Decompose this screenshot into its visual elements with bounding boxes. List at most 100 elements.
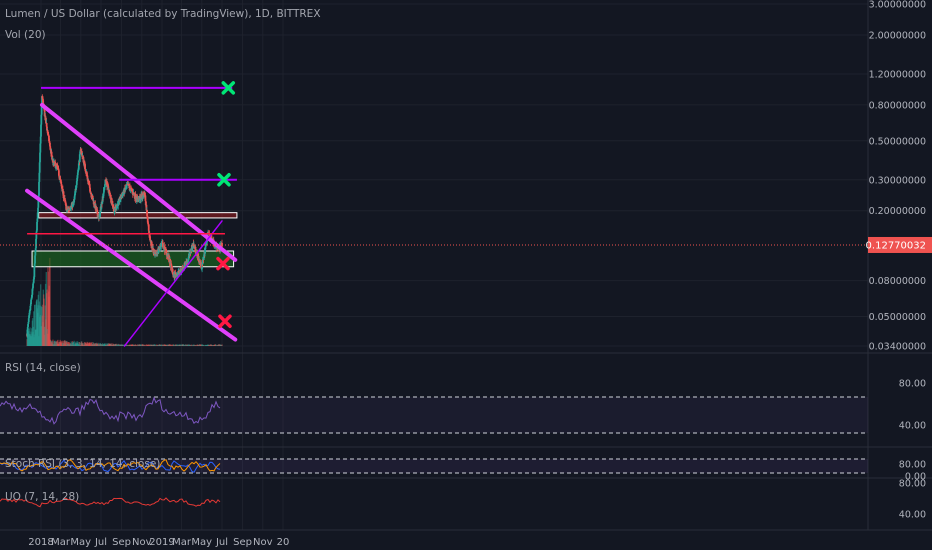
- volume-bar: [101, 344, 103, 346]
- volume-bar: [206, 345, 209, 346]
- volume-bar: [141, 344, 143, 346]
- volume-bar: [30, 336, 33, 346]
- volume-bar: [213, 345, 215, 346]
- volume-bar: [179, 344, 181, 346]
- volume-bar: [85, 342, 87, 346]
- volume-bar: [189, 344, 191, 346]
- volume-bar: [62, 342, 64, 346]
- volume-bar: [120, 344, 122, 346]
- candle-body: [36, 212, 39, 219]
- volume-bar: [69, 343, 71, 346]
- candle-body: [144, 200, 147, 206]
- candle-body: [34, 250, 37, 256]
- volume-bar: [200, 344, 202, 346]
- volume-bar: [172, 344, 174, 346]
- volume-bar: [106, 343, 109, 346]
- volume-bar: [130, 345, 132, 346]
- volume-bar: [185, 344, 187, 346]
- volume-bar: [64, 340, 66, 346]
- volume-bar: [184, 344, 187, 346]
- volume-bar: [51, 343, 53, 346]
- volume-bar: [68, 344, 71, 346]
- volume-bar: [100, 343, 102, 346]
- volume-bar: [72, 345, 75, 346]
- volume-bar: [135, 345, 138, 346]
- volume-bar: [212, 344, 215, 346]
- candle-body: [203, 254, 205, 259]
- volume-bar: [105, 344, 107, 346]
- volume-bar: [173, 344, 175, 346]
- volume-bar: [210, 344, 213, 346]
- volume-bar: [46, 333, 49, 346]
- volume-bar: [195, 345, 197, 346]
- volume-bar: [75, 341, 77, 346]
- volume-bar: [163, 344, 165, 346]
- volume-bar: [128, 344, 130, 346]
- candle-body: [42, 99, 44, 105]
- volume-bar: [216, 345, 218, 346]
- volume-bar: [40, 326, 43, 346]
- volume-bar: [175, 344, 177, 346]
- volume-bar: [41, 307, 43, 346]
- volume-bar: [96, 343, 99, 346]
- volume-bar: [39, 305, 41, 346]
- volume-bar: [65, 340, 67, 346]
- volume-bar: [79, 345, 82, 346]
- volume-bar: [202, 344, 204, 346]
- candle-body: [52, 161, 55, 166]
- volume-bar: [140, 345, 142, 346]
- volume-bar: [196, 345, 198, 346]
- volume-bar: [129, 344, 131, 346]
- trend-drawings[interactable]: [0, 86, 868, 347]
- volume-bar: [126, 345, 128, 346]
- volume-bar: [76, 343, 78, 346]
- volume-bar: [76, 342, 78, 346]
- volume-bar: [102, 344, 104, 346]
- candle-body: [168, 256, 171, 261]
- volume-bar: [78, 342, 80, 346]
- volume-bar: [28, 328, 30, 346]
- volume-bar: [170, 345, 172, 346]
- volume-bar: [109, 343, 111, 346]
- candle-body: [188, 251, 191, 256]
- volume-bar: [33, 311, 35, 346]
- volume-bar: [202, 344, 204, 346]
- volume-bar: [198, 344, 200, 346]
- volume-bar: [176, 344, 178, 346]
- candle-body: [120, 195, 123, 198]
- volume-bar: [66, 342, 68, 346]
- volume-bar: [190, 344, 193, 346]
- volume-bar: [28, 333, 31, 346]
- target-mark: [217, 173, 231, 187]
- volume-bar: [54, 340, 56, 346]
- volume-bar: [135, 345, 137, 346]
- volume-bar: [26, 339, 28, 346]
- volume-bar: [62, 345, 64, 346]
- volume-bar: [118, 345, 120, 346]
- volume-bar: [53, 344, 55, 346]
- volume-bar: [67, 342, 70, 346]
- candle-body: [124, 187, 127, 191]
- volume-bar: [177, 344, 179, 346]
- volume-bar: [78, 344, 80, 346]
- volume-bar: [47, 271, 49, 346]
- volume-bar: [59, 339, 61, 346]
- volume-bar: [167, 344, 169, 346]
- volume-bar: [92, 342, 95, 346]
- x-tick-label: Nov: [253, 537, 273, 548]
- volume-bar: [100, 344, 103, 346]
- volume-bar: [77, 344, 80, 346]
- volume-bar: [91, 343, 94, 346]
- volume-bar: [192, 344, 194, 346]
- volume-bar: [63, 340, 66, 346]
- volume-bar: [139, 345, 142, 346]
- volume-bar: [72, 342, 74, 346]
- volume-bar: [32, 326, 35, 346]
- volume-bar: [201, 344, 203, 346]
- x-tick-label: Jul: [94, 537, 107, 548]
- volume-bar: [127, 344, 130, 346]
- volume-bar: [117, 343, 119, 346]
- x-tick-label: Nov: [132, 537, 152, 548]
- volume-bar: [212, 345, 214, 346]
